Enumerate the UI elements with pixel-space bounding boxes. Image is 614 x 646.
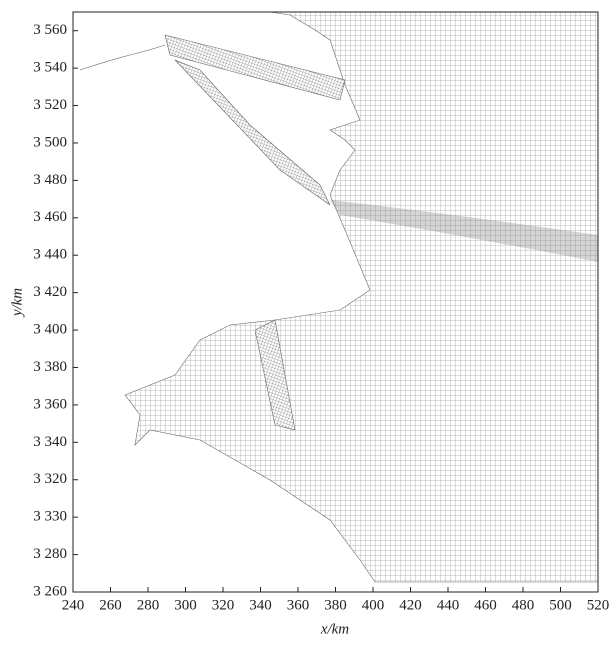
x-tick-label: 320: [212, 597, 235, 613]
coast: [80, 45, 165, 70]
x-tick-label: 300: [174, 597, 197, 613]
y-tick-label: 3 460: [33, 209, 67, 225]
y-tick-label: 3 540: [33, 60, 67, 76]
x-tick-label: 500: [549, 597, 572, 613]
x-axis-label: x/km: [320, 621, 349, 637]
x-tick-label: 260: [99, 597, 122, 613]
mesh: [80, 12, 598, 582]
y-tick-label: 3 380: [33, 359, 67, 375]
y-tick-label: 3 330: [33, 509, 67, 525]
y-tick-label: 3 320: [33, 471, 67, 487]
y-tick-label: 3 500: [33, 134, 67, 150]
x-tick-label: 240: [62, 597, 85, 613]
x-tick-label: 480: [512, 597, 535, 613]
y-tick-label: 3 360: [33, 396, 67, 412]
y-tick-label: 3 260: [33, 583, 67, 599]
x-tick-label: 520: [587, 597, 610, 613]
y-tick-label: 3 480: [33, 172, 67, 188]
x-tick-label: 420: [399, 597, 422, 613]
x-tick-label: 360: [287, 597, 310, 613]
x-tick-label: 460: [474, 597, 497, 613]
page: 240 260 280 300 320 340 360 380 400 420 440 460 480 5…: [0, 0, 614, 646]
chart: 240 260 280 300 320 340 360 380 400 420 440 460 480 5…: [0, 0, 614, 641]
y-tick-label: 3 280: [33, 546, 67, 562]
x-tick-label: 340: [249, 597, 272, 613]
x-tick-label: 440: [437, 597, 460, 613]
x-tick-label: 380: [324, 597, 347, 613]
y-tick-label: 3 520: [33, 97, 67, 113]
x-tick-label: 400: [362, 597, 385, 613]
y-tick-label: 3 400: [33, 322, 67, 338]
x-tick-label: 280: [137, 597, 160, 613]
y-tick-label: 3 440: [33, 247, 67, 263]
y-tick-label: 3 420: [33, 284, 67, 300]
sea-mesh: [125, 12, 598, 582]
y-tick-label: 3 560: [33, 22, 67, 38]
y-axis-label: y/km: [9, 288, 25, 318]
y-tick-label: 3 340: [33, 434, 67, 450]
